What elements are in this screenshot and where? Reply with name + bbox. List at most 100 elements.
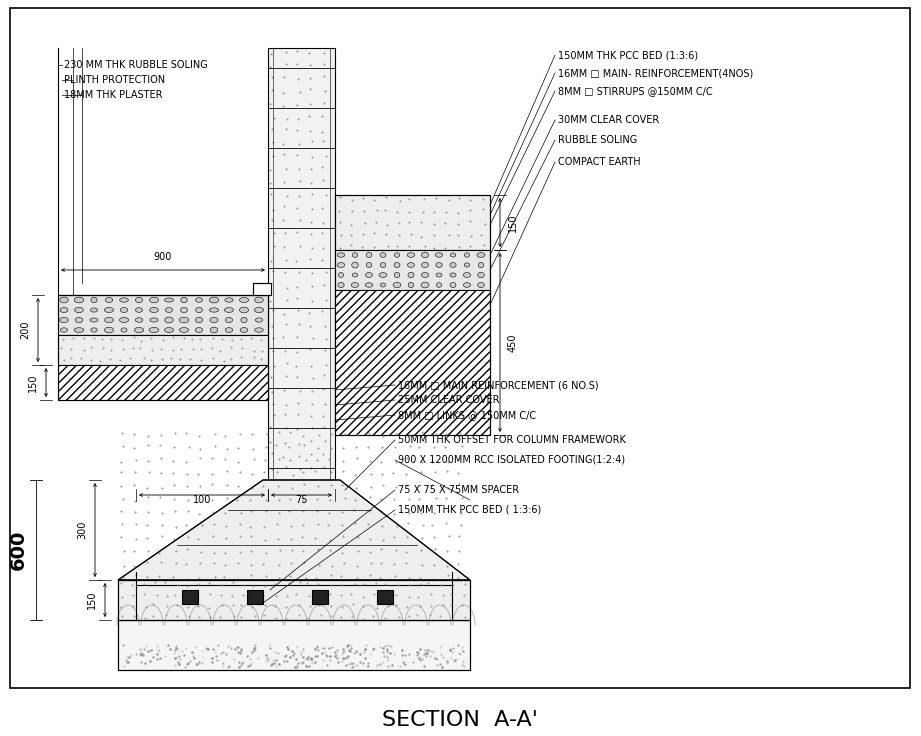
Text: 16MM □ MAIN REINFORCEMENT (6 NO.S): 16MM □ MAIN REINFORCEMENT (6 NO.S) (398, 380, 599, 390)
Ellipse shape (422, 262, 428, 268)
Ellipse shape (478, 262, 484, 268)
Bar (335, 250, 490, 290)
Ellipse shape (90, 308, 98, 312)
Ellipse shape (105, 317, 113, 322)
Ellipse shape (120, 298, 128, 302)
Ellipse shape (421, 282, 429, 288)
Text: 230 MM THK RUBBLE SOLING: 230 MM THK RUBBLE SOLING (64, 60, 208, 70)
Ellipse shape (338, 283, 344, 288)
Ellipse shape (367, 263, 372, 267)
Bar (58, 365, 268, 400)
Bar (58, 335, 268, 365)
Bar (247, 590, 263, 604)
Ellipse shape (91, 328, 98, 332)
Ellipse shape (239, 307, 249, 313)
Text: 150: 150 (508, 213, 518, 232)
Ellipse shape (134, 328, 144, 333)
Ellipse shape (450, 283, 456, 288)
Ellipse shape (135, 297, 143, 302)
Text: 450: 450 (508, 333, 518, 352)
Bar (335, 290, 490, 435)
Ellipse shape (463, 272, 471, 277)
Bar (335, 195, 490, 250)
Ellipse shape (60, 308, 68, 313)
Ellipse shape (408, 272, 414, 277)
Ellipse shape (181, 297, 187, 302)
Text: 300: 300 (77, 521, 87, 539)
Ellipse shape (209, 308, 218, 312)
Text: 18MM THK PLASTER: 18MM THK PLASTER (64, 90, 162, 100)
Polygon shape (118, 480, 470, 580)
Bar (335, 195, 490, 435)
Ellipse shape (394, 252, 400, 258)
Ellipse shape (149, 297, 158, 302)
Ellipse shape (254, 308, 263, 313)
Bar (58, 295, 268, 400)
Ellipse shape (478, 272, 484, 277)
Ellipse shape (121, 308, 128, 313)
Ellipse shape (353, 273, 357, 277)
Ellipse shape (421, 272, 428, 277)
Ellipse shape (337, 263, 344, 267)
Ellipse shape (422, 252, 428, 258)
Ellipse shape (365, 283, 373, 287)
Bar (118, 580, 470, 620)
Ellipse shape (351, 283, 359, 288)
Ellipse shape (407, 252, 414, 258)
Text: 75 X 75 X 75MM SPACER: 75 X 75 X 75MM SPACER (398, 485, 519, 495)
Ellipse shape (75, 297, 84, 302)
Ellipse shape (60, 317, 68, 322)
Ellipse shape (75, 328, 84, 332)
Ellipse shape (166, 308, 172, 312)
Ellipse shape (450, 263, 456, 267)
Text: 150MM THK PCC BED (1:3:6): 150MM THK PCC BED (1:3:6) (558, 50, 698, 60)
Ellipse shape (436, 263, 442, 267)
Text: 200: 200 (20, 321, 30, 339)
Ellipse shape (226, 317, 232, 322)
Ellipse shape (241, 317, 247, 322)
Ellipse shape (165, 328, 173, 333)
Ellipse shape (478, 283, 484, 288)
Ellipse shape (61, 328, 67, 332)
Text: 75: 75 (296, 495, 308, 505)
Ellipse shape (337, 253, 344, 257)
Ellipse shape (366, 252, 372, 258)
Bar (118, 620, 470, 670)
Text: 16MM □ MAIN- REINFORCEMENT(4NOS): 16MM □ MAIN- REINFORCEMENT(4NOS) (558, 68, 753, 78)
Ellipse shape (165, 317, 173, 323)
Text: SECTION  A-A': SECTION A-A' (382, 710, 538, 730)
Ellipse shape (121, 328, 127, 332)
Ellipse shape (436, 252, 443, 257)
Ellipse shape (195, 298, 203, 302)
Text: 150MM THK PCC BED ( 1:3:6): 150MM THK PCC BED ( 1:3:6) (398, 505, 542, 515)
Ellipse shape (210, 328, 217, 333)
Text: 8MM □ STIRRUPS @150MM C/C: 8MM □ STIRRUPS @150MM C/C (558, 86, 713, 96)
Bar (377, 590, 393, 604)
Ellipse shape (380, 252, 386, 258)
Ellipse shape (225, 298, 233, 302)
Text: 8MM □ LINKS @ 150MM C/C: 8MM □ LINKS @ 150MM C/C (398, 410, 536, 420)
Ellipse shape (437, 273, 442, 277)
Ellipse shape (450, 273, 456, 277)
Ellipse shape (75, 308, 84, 313)
Ellipse shape (338, 272, 344, 277)
Ellipse shape (90, 318, 98, 322)
Ellipse shape (195, 317, 203, 322)
Ellipse shape (464, 252, 470, 257)
Ellipse shape (91, 297, 97, 302)
Ellipse shape (464, 263, 470, 267)
Bar (58, 295, 268, 335)
Ellipse shape (394, 272, 400, 277)
Ellipse shape (149, 328, 158, 333)
Ellipse shape (165, 298, 173, 302)
Ellipse shape (450, 253, 456, 257)
Text: 900 X 1200MM RCC ISOLATED FOOTING(1:2:4): 900 X 1200MM RCC ISOLATED FOOTING(1:2:4) (398, 455, 625, 465)
Ellipse shape (366, 272, 372, 277)
Bar (253, 283, 271, 295)
Bar (118, 620, 470, 670)
Ellipse shape (105, 297, 112, 302)
Text: 30MM CLEAR COVER: 30MM CLEAR COVER (558, 115, 659, 125)
Ellipse shape (180, 317, 189, 323)
Text: 50MM THK OFFSET FOR COLUMN FRAMEWORK: 50MM THK OFFSET FOR COLUMN FRAMEWORK (398, 435, 626, 445)
Ellipse shape (150, 308, 158, 313)
